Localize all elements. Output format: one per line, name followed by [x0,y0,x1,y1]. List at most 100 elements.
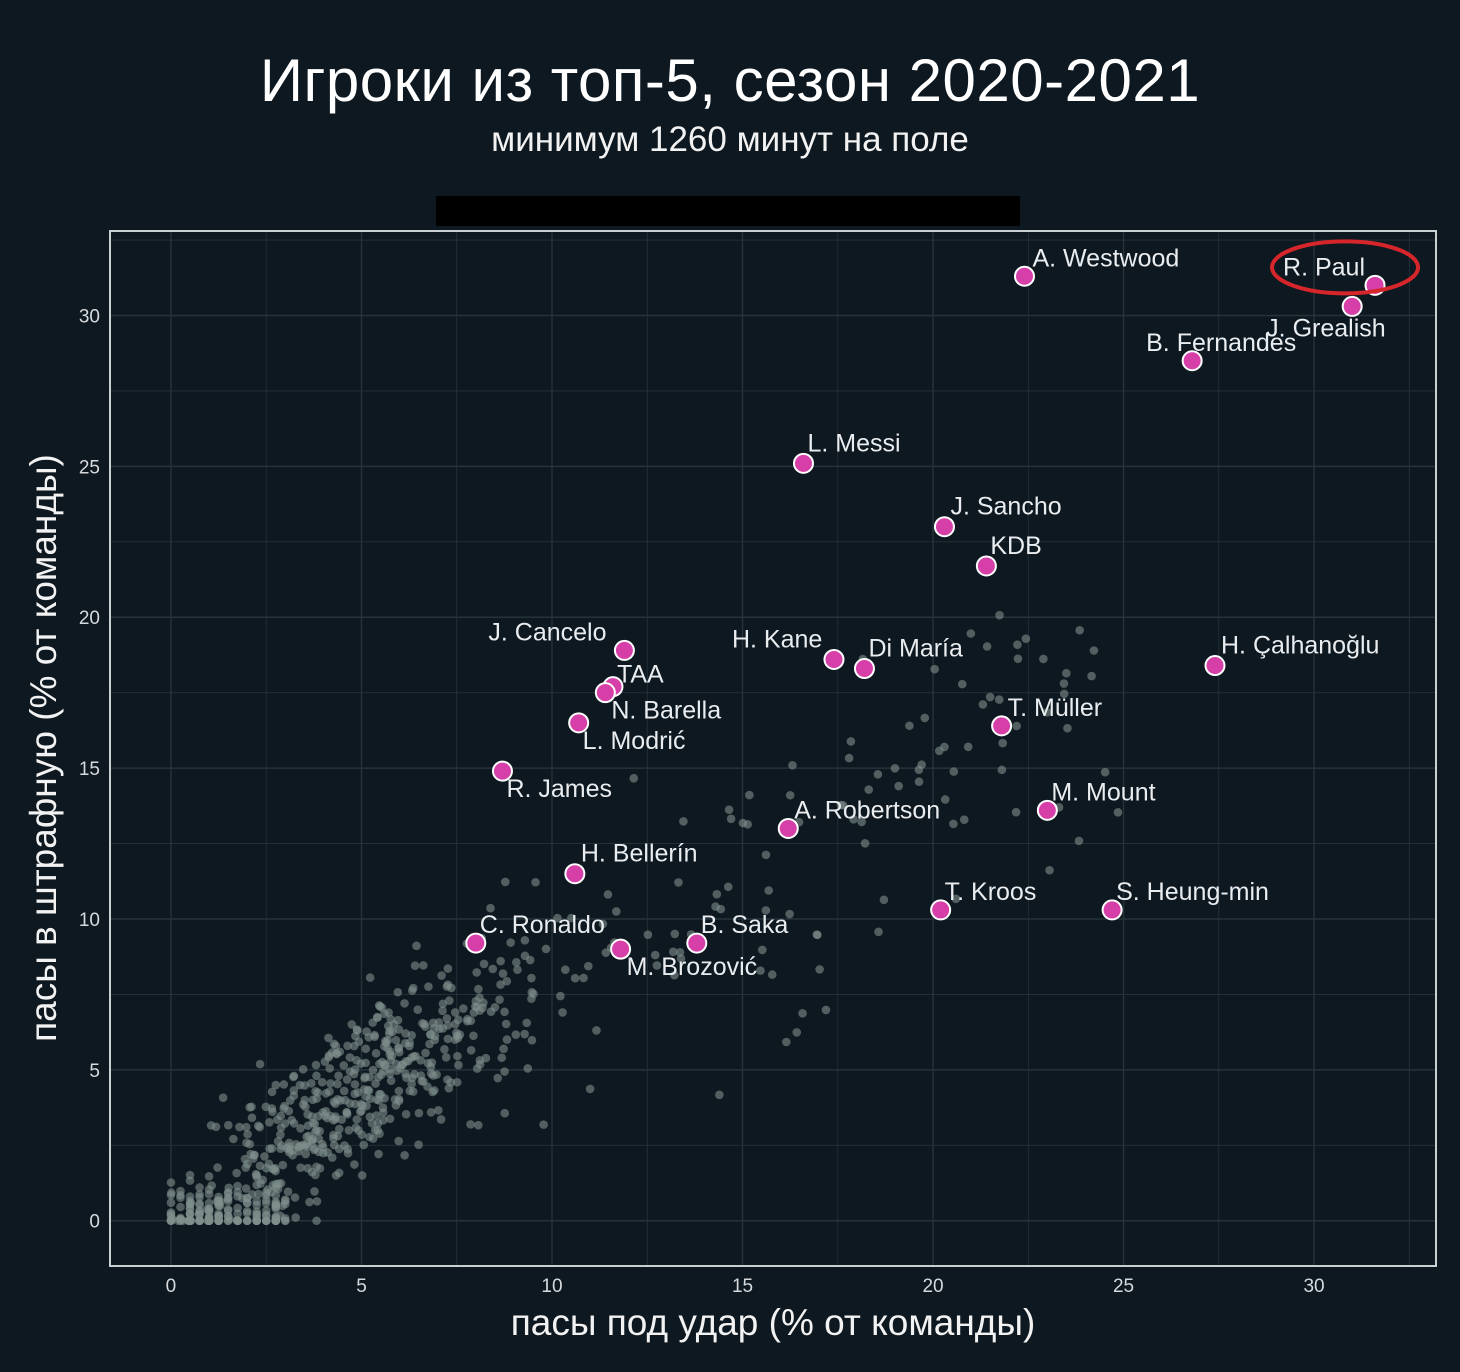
other-player-point [917,760,926,769]
other-player-point [289,1071,299,1081]
other-player-point [561,965,570,974]
other-player-point [166,1178,176,1187]
player-label: R. Paul [1283,253,1365,281]
other-player-point [459,1004,468,1013]
other-player-point [339,1061,349,1070]
other-player-point [1075,625,1084,635]
other-player-point [326,1111,335,1121]
other-player-point [394,1025,404,1034]
y-axis-label: пасы в штрафную (% от команды) [23,454,64,1042]
other-player-point [997,765,1007,775]
other-player-point [675,948,685,957]
other-player-point [1059,679,1069,688]
other-player-point [957,679,967,689]
other-player-point [761,906,771,915]
other-player-point [436,1115,446,1124]
y-tick-label: 20 [79,608,100,629]
other-player-point [496,956,505,966]
other-player-point [443,1075,452,1084]
other-player-point [370,1032,380,1041]
highlighted-players-points [465,265,1386,960]
highlight-point-22 [610,938,632,960]
other-player-point [252,1207,261,1216]
other-player-point [453,1033,463,1043]
other-player-point [501,1019,511,1029]
other-player-point [276,1130,285,1139]
other-player-point [629,773,639,783]
other-player-point [357,1171,367,1180]
other-player-point [308,1118,318,1128]
other-player-point [570,973,580,983]
other-player-point [472,1064,482,1073]
other-player-point [442,1014,452,1023]
other-player-point [350,1065,360,1074]
other-player-point [585,1084,595,1094]
other-player-point [603,890,613,899]
other-player-point [393,987,403,997]
other-player-point [414,1140,423,1150]
other-player-point [520,935,530,945]
highlight-point-13 [568,712,590,734]
other-player-point [529,989,538,999]
other-player-point [998,738,1007,748]
other-player-point [420,1019,429,1029]
other-player-point [1021,634,1031,644]
other-player-point [213,1163,222,1172]
other-player-point [949,819,958,829]
player-label: J. Cancelo [488,618,606,646]
other-player-point [247,1113,257,1123]
x-tick-label: 0 [166,1276,177,1297]
other-player-point [305,1197,314,1207]
other-player-point [296,1124,305,1133]
other-player-point [724,805,734,815]
other-player-point [712,889,722,899]
other-player-point [408,983,418,993]
player-label: B. Saka [701,911,789,939]
other-player-point [500,1067,509,1076]
other-player-point [782,1037,791,1047]
annotation-layer [1270,239,1421,296]
other-player-point [844,753,854,763]
other-player-point [985,692,995,702]
other-player-point [223,1196,233,1206]
other-player-point [365,1112,375,1122]
other-player-point [176,1193,185,1202]
other-player-point [261,1210,271,1220]
other-player-point [380,1060,389,1069]
other-player-point [469,1031,478,1041]
other-player-point [357,1106,366,1116]
other-player-point [498,969,508,978]
other-player-point [583,961,593,971]
other-player-point [296,1163,305,1172]
other-player-point [285,1096,295,1105]
other-player-point [276,1123,286,1132]
x-tick-label: 15 [732,1276,753,1297]
other-player-point [223,1120,233,1130]
other-player-point [836,800,846,810]
other-player-point [195,1190,204,1199]
highlight-point-12 [594,682,616,704]
other-player-point [905,721,914,731]
other-player-point [405,1086,415,1096]
highlight-point-20 [1101,899,1123,921]
other-player-point [214,1209,223,1219]
other-player-point [463,1014,472,1024]
other-player-point [723,882,733,892]
other-player-point [486,903,495,913]
other-player-point [291,1213,300,1222]
y-tick-label: 25 [79,457,100,478]
plot-border [109,230,1437,1267]
other-player-point [243,1159,252,1169]
highlight-point-5 [933,516,955,538]
other-player-point [327,1048,337,1058]
other-player-point [340,1141,349,1150]
other-player-point [329,1097,339,1107]
other-player-point [349,1041,359,1051]
other-player-point [512,958,521,967]
other-player-point [445,996,454,1005]
other-player-point [499,1044,508,1054]
other-player-point [371,1079,380,1088]
other-player-point [334,1124,344,1134]
highlight-point-23 [686,932,708,954]
other-player-point [410,961,420,970]
